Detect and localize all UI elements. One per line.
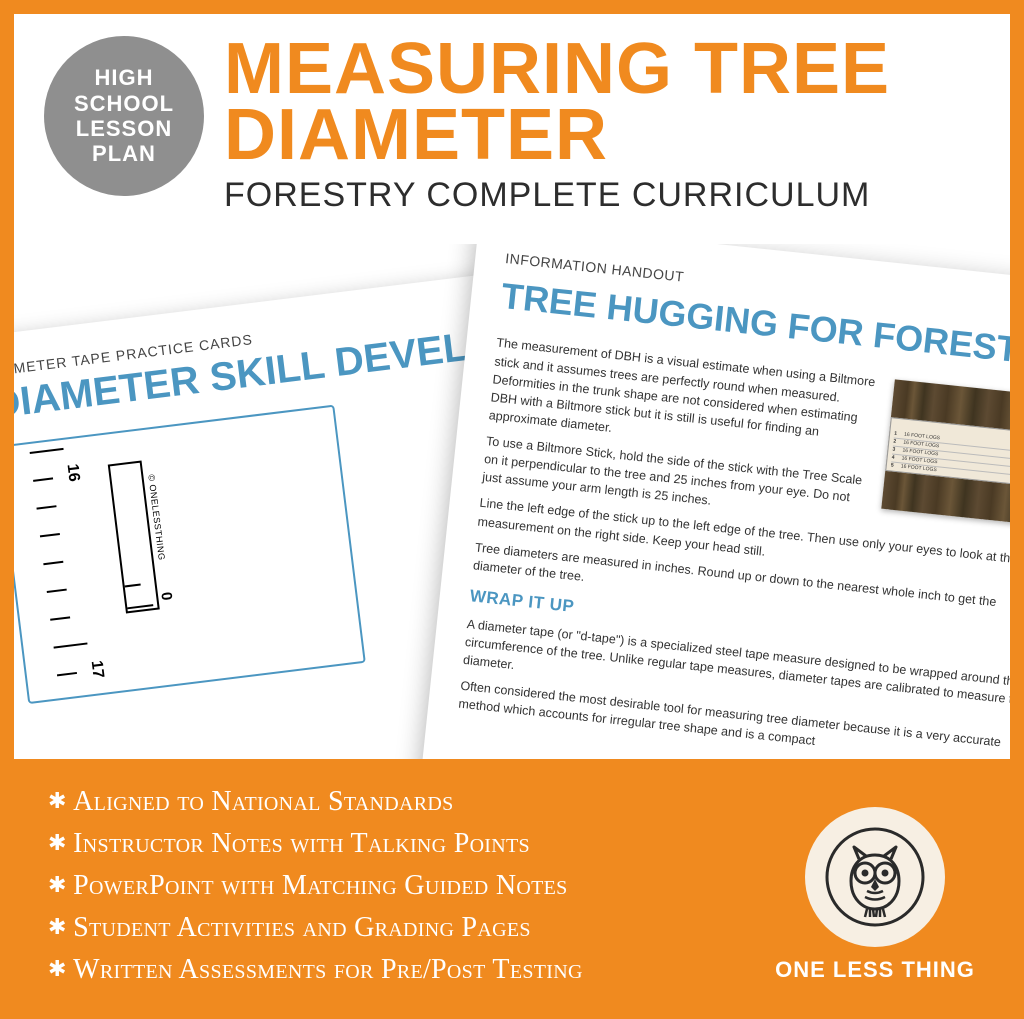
practice-card-outline: 16 17 © ONELESSTHING — [14, 405, 366, 704]
brand-column: ONE LESS THING — [770, 781, 980, 987]
info-handout-page: INFORMATION HANDOUT TREE HUGGING FOR FOR… — [404, 244, 1010, 759]
brand-name: ONE LESS THING — [775, 957, 975, 983]
badge-line-2: LESSON PLAN — [44, 116, 204, 167]
feature-item: PowerPoint with Matching Guided Notes — [48, 865, 770, 907]
ruler-num-16: 16 — [62, 463, 82, 483]
ruler-graphic: 16 17 — [28, 436, 109, 700]
copyright-mark: © ONELESSTHING — [146, 474, 166, 561]
main-title-line1: MEASURING TREE — [224, 36, 980, 102]
owl-icon — [825, 827, 925, 927]
owl-logo — [805, 807, 945, 947]
feature-item: Written Assessments for Pre/Post Testing — [48, 949, 770, 991]
feature-list: Aligned to National Standards Instructor… — [48, 781, 770, 987]
ruler-zero: 0 — [157, 591, 175, 601]
main-title-line2: DIAMETER — [224, 102, 980, 168]
biltmore-scale-overlay: 10 11 116 FOOT LOGS30 216 FOOT LOGS39 31… — [885, 418, 1010, 489]
badge-line-1: HIGH SCHOOL — [44, 65, 204, 116]
ruler-num-17: 17 — [87, 659, 107, 679]
mini-ruler: © ONELESSTHING 0 — [108, 460, 160, 613]
title-block: MEASURING TREE DIAMETER FORESTRY COMPLET… — [224, 36, 980, 215]
document-preview-stage: ✂ CUT ALONG HERE DIAMETER TAPE PRACTICE … — [14, 244, 1010, 759]
feature-item: Instructor Notes with Talking Points — [48, 823, 770, 865]
features-footer: Aligned to National Standards Instructor… — [14, 759, 1010, 1005]
top-section: HIGH SCHOOL LESSON PLAN MEASURING TREE D… — [14, 14, 1010, 759]
feature-item: Student Activities and Grading Pages — [48, 907, 770, 949]
subtitle: FORESTRY COMPLETE CURRICULUM — [224, 176, 980, 215]
tree-bark-illustration: 10 11 116 FOOT LOGS30 216 FOOT LOGS39 31… — [881, 380, 1010, 527]
feature-item: Aligned to National Standards — [48, 781, 770, 823]
product-card: HIGH SCHOOL LESSON PLAN MEASURING TREE D… — [0, 0, 1024, 1019]
grade-badge: HIGH SCHOOL LESSON PLAN — [44, 36, 204, 196]
